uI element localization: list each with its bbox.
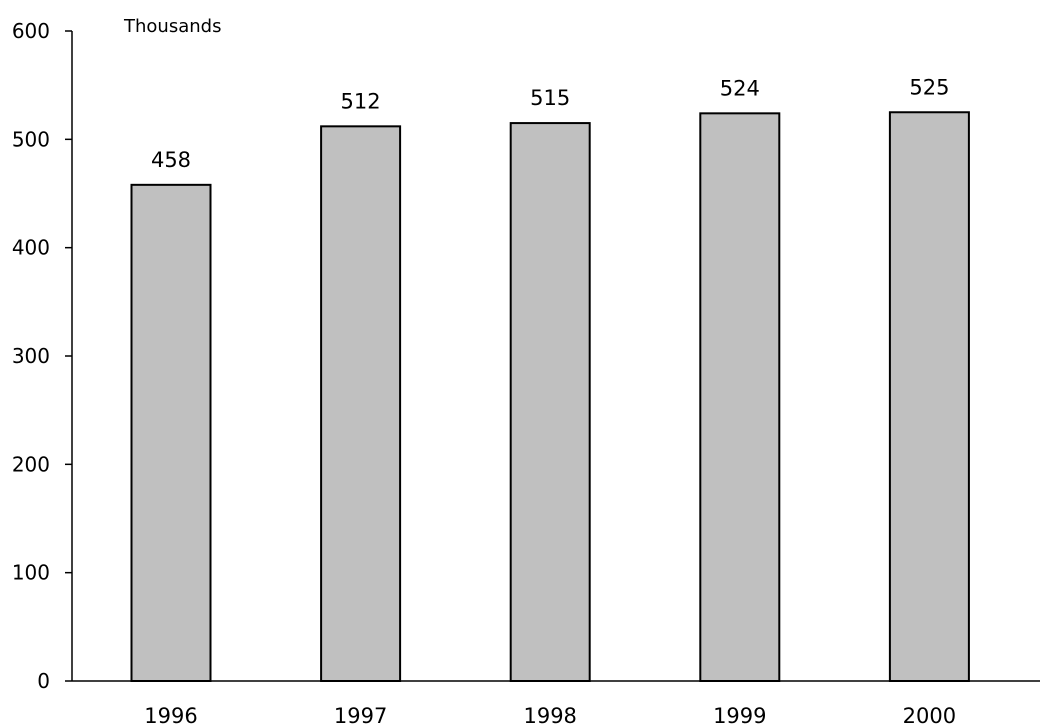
y-axis-unit-label: Thousands [123, 16, 221, 37]
y-tick-label: 400 [12, 236, 50, 260]
bar-2000 [888, 111, 970, 682]
x-tick-label-1996: 1996 [144, 704, 197, 728]
y-tick-label: 200 [12, 452, 50, 476]
bar-1996 [130, 183, 212, 682]
y-tick-label: 300 [12, 344, 50, 368]
x-tick-label-1997: 1997 [334, 704, 387, 728]
data-label-1998: 515 [530, 86, 570, 110]
bars [130, 111, 970, 683]
y-tick-label: 100 [12, 561, 50, 585]
data-label-1999: 524 [720, 76, 760, 100]
data-labels: 458 512 515 524 525 [151, 75, 949, 172]
x-tick-label-2000: 2000 [903, 704, 956, 728]
x-tick-label-1998: 1998 [523, 704, 576, 728]
y-axis-ticks: 0 100 200 300 400 500 600 [12, 19, 72, 693]
bar-1998 [509, 122, 591, 683]
y-tick-label: 500 [12, 127, 50, 151]
x-axis-labels: 1996 1997 1998 1999 2000 [144, 704, 956, 728]
bar-1997 [320, 125, 402, 683]
y-tick-label: 600 [12, 19, 50, 43]
x-tick-label-1999: 1999 [713, 704, 766, 728]
data-label-2000: 525 [909, 75, 949, 99]
data-label-1997: 512 [341, 89, 381, 113]
data-label-1996: 458 [151, 148, 191, 172]
y-tick-label: 0 [37, 669, 50, 693]
bar-1999 [699, 112, 781, 683]
